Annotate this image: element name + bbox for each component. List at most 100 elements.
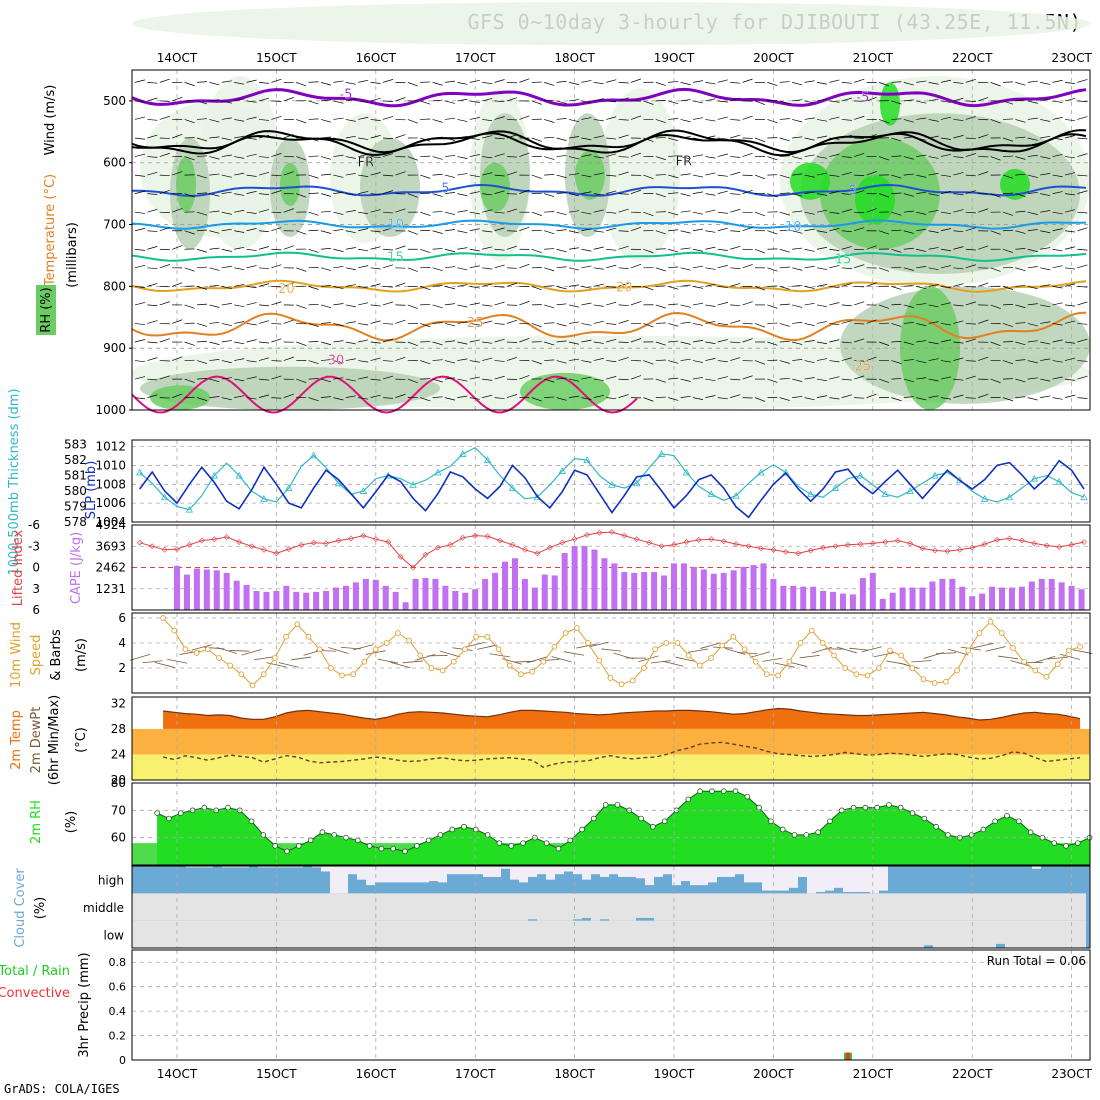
wind-barb: [978, 97, 989, 102]
wind-barb: [482, 283, 493, 287]
wind-barb: [779, 323, 790, 327]
cloud-gap: [861, 920, 870, 948]
wind-barb: [792, 396, 803, 398]
li-point: [671, 541, 677, 548]
wind-speed-point: [1032, 667, 1039, 674]
cloud-gap: [240, 866, 249, 868]
cloud-gap: [663, 920, 672, 948]
wind-barb: [258, 82, 270, 84]
rh-point: [331, 832, 337, 838]
wind-barb: [271, 264, 282, 269]
wind-barb-10m: [241, 649, 262, 656]
wind-barb: [953, 304, 964, 307]
wind-barb: [891, 100, 902, 105]
cloud-gap: [789, 866, 798, 888]
wind-barb: [1015, 99, 1026, 102]
x-tick-top-label: 17OCT: [455, 51, 496, 65]
cloud-gap: [699, 920, 708, 948]
wind-barb: [928, 267, 939, 271]
wind-barb: [854, 375, 865, 380]
wind-barb: [457, 156, 468, 159]
wind-barb: [296, 341, 307, 346]
li-point: [782, 548, 789, 555]
wind-barb: [531, 174, 542, 179]
wind-barb: [1027, 174, 1038, 178]
rh-point: [461, 823, 467, 830]
wind-barb: [680, 230, 691, 234]
wind-barb: [655, 174, 666, 176]
wind-barb: [593, 283, 604, 287]
wind-barb: [953, 82, 964, 84]
wind-barb: [928, 82, 939, 85]
wind-barb: [134, 79, 146, 83]
wind-barb: [680, 267, 691, 271]
cape-bar: [223, 572, 230, 610]
wind-barb: [172, 96, 183, 102]
wind-barb: [779, 360, 790, 364]
wind-barb: [854, 264, 865, 269]
wind-barb: [134, 286, 146, 288]
cape-bar: [273, 591, 280, 610]
wind-barb: [1077, 174, 1088, 177]
cloud-gap: [483, 920, 492, 948]
wind-barb: [432, 136, 443, 139]
slp-frame: [131, 439, 1091, 523]
cloud-gap: [573, 893, 582, 920]
cape-bar: [243, 584, 250, 610]
wind-barb: [283, 282, 294, 287]
x-tick-top-label: 15OCT: [256, 51, 297, 65]
rh-point: [354, 837, 361, 844]
wind-barb: [1040, 341, 1051, 345]
cloud-gap: [465, 893, 474, 921]
wind-barb: [469, 117, 480, 120]
wind-barb: [370, 230, 381, 233]
cloud-gap: [1014, 893, 1023, 921]
li-point: [832, 543, 839, 550]
wind-barb-10m: [663, 660, 684, 667]
wind-barb: [593, 378, 604, 381]
wind-barb: [903, 396, 914, 398]
cape-bar: [879, 598, 886, 610]
wind-speed-point: [708, 655, 714, 661]
contour-label: 20: [278, 282, 295, 297]
wind-barb: [556, 303, 567, 306]
wind-barb: [147, 193, 158, 195]
wind-barb: [420, 100, 431, 105]
rh-point: [1027, 829, 1034, 835]
cloud-gap: [366, 920, 375, 948]
wind-speed-point: [618, 681, 625, 688]
thickness-point: [334, 479, 343, 487]
wind-barb: [854, 78, 865, 83]
contour-label: FR: [676, 154, 693, 169]
wind-barb: [1015, 267, 1026, 272]
cloud-gap: [843, 866, 852, 892]
cloud-gap: [582, 893, 591, 918]
wind-barb: [172, 171, 183, 176]
wind-barb: [940, 116, 952, 120]
thickness-point: [235, 471, 243, 479]
wind-barb: [1002, 266, 1014, 269]
wind-barb: [593, 209, 604, 213]
wind-barb: [581, 137, 592, 141]
li-point: [472, 532, 479, 539]
wind-barb: [258, 156, 270, 158]
li-point: [410, 564, 416, 571]
wind-barb: [680, 82, 691, 86]
temp-axis-label-2: 2m DewPt: [29, 707, 44, 774]
wind-barb: [469, 360, 480, 363]
cloud-gap: [276, 866, 285, 868]
cloud-gap: [753, 866, 762, 883]
wind-barb: [804, 174, 815, 178]
wind-barb: [271, 174, 282, 177]
wind-barb: [494, 375, 505, 380]
wind-barb: [308, 81, 319, 83]
cape-bar: [1008, 587, 1015, 610]
wind-barb: [432, 119, 443, 123]
wind-barb: [866, 96, 877, 102]
cloud-gap: [537, 866, 546, 875]
thickness-point: [508, 484, 517, 491]
cloud-gap: [438, 866, 447, 883]
wind-barb: [606, 227, 617, 232]
wind-barb: [618, 156, 629, 158]
wind-barb: [432, 267, 443, 272]
